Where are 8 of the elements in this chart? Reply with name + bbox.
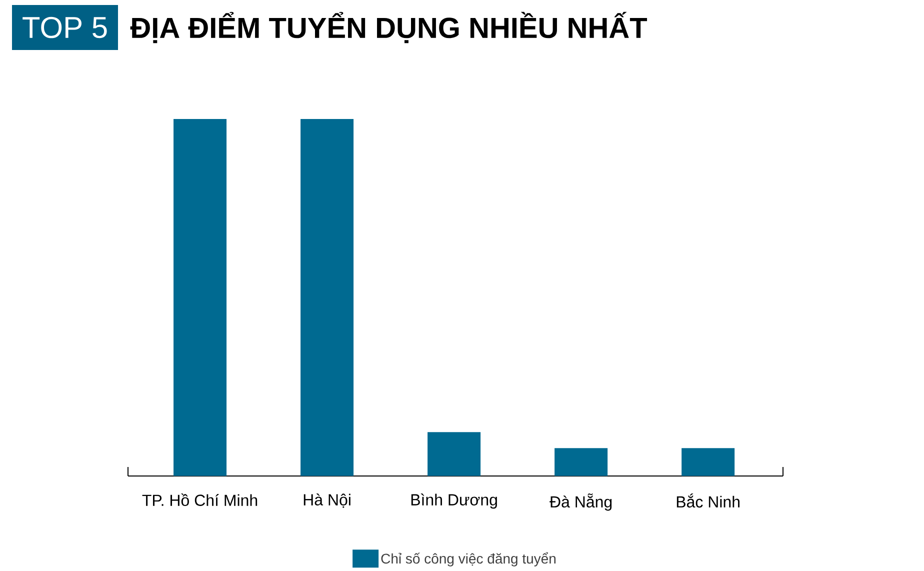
- x-tick-label: Bình Dương: [411, 494, 497, 509]
- x-tick-label: TP. Hồ Chí Minh: [142, 494, 258, 506]
- x-tick-label: Hà Nội: [304, 494, 350, 508]
- x-tick-label: Bắc Ninh: [676, 494, 740, 508]
- text: TOP 5: [22, 16, 107, 38]
- chart-title: ĐỊA ĐIỂM TUYỂN DỤNG NHIỀU NHẤT: [130, 12, 648, 44]
- x-tick-label: Đà Nẵng: [550, 494, 612, 511]
- legend-label: Chỉ số công việc đăng tuyển: [381, 552, 556, 566]
